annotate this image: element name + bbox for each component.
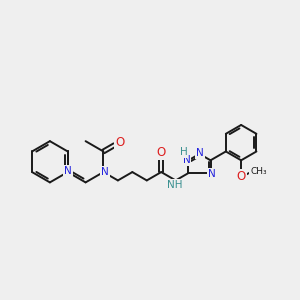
Text: NH: NH bbox=[167, 180, 182, 190]
Text: N: N bbox=[183, 155, 190, 165]
Text: O: O bbox=[157, 146, 166, 159]
Text: N: N bbox=[101, 167, 109, 177]
Text: N: N bbox=[208, 169, 215, 179]
Text: CH₃: CH₃ bbox=[250, 167, 267, 176]
Text: N: N bbox=[196, 148, 204, 158]
Text: O: O bbox=[236, 170, 246, 184]
Text: O: O bbox=[115, 136, 124, 148]
Text: N: N bbox=[64, 166, 72, 176]
Text: H: H bbox=[180, 148, 188, 158]
